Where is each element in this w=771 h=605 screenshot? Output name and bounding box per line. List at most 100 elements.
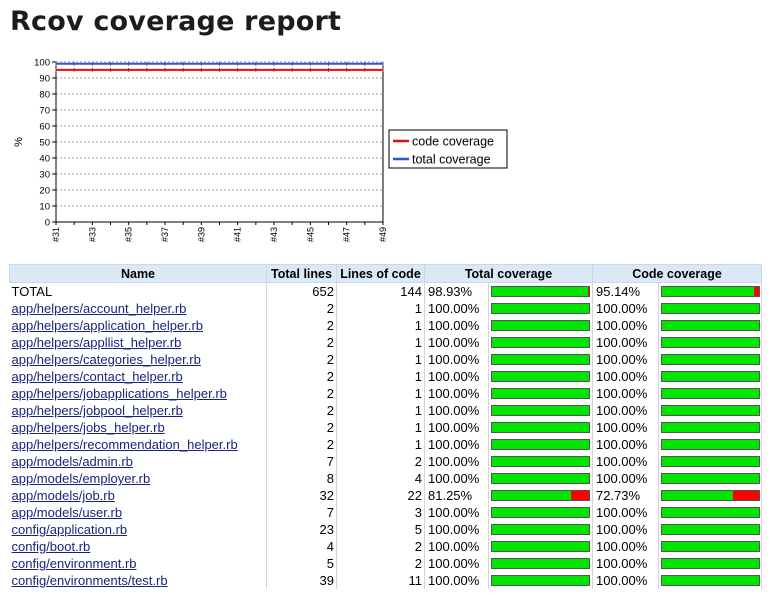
covered-fill xyxy=(662,287,755,296)
total-lines-cell: 8 xyxy=(266,470,337,487)
total-coverage-bar-cell xyxy=(488,402,593,419)
code-coverage-bar xyxy=(661,354,760,365)
code-coverage-bar-cell xyxy=(658,453,762,470)
total-coverage-bar xyxy=(491,473,590,484)
x-tick-label: #45 xyxy=(305,227,315,242)
file-link[interactable]: app/helpers/account_helper.rb xyxy=(11,301,187,316)
code-coverage-percent: 100.00% xyxy=(592,334,659,351)
file-link[interactable]: app/helpers/contact_helper.rb xyxy=(11,369,183,384)
code-coverage-percent: 100.00% xyxy=(592,402,659,419)
header-lines-of-code: Lines of code xyxy=(336,264,425,283)
total-coverage-bar-cell xyxy=(488,504,593,521)
lines-of-code-cell: 1 xyxy=(336,385,425,402)
code-coverage-bar-cell xyxy=(658,504,762,521)
code-coverage-bar-cell xyxy=(658,436,762,453)
covered-fill xyxy=(662,321,759,330)
covered-fill xyxy=(492,508,589,517)
total-coverage-bar-cell xyxy=(488,385,593,402)
file-link[interactable]: app/helpers/jobapplications_helper.rb xyxy=(11,386,227,401)
code-coverage-percent: 100.00% xyxy=(592,368,659,385)
total-lines-cell: 2 xyxy=(266,402,337,419)
file-link[interactable]: app/helpers/application_helper.rb xyxy=(11,318,204,333)
total-coverage-bar xyxy=(491,456,590,467)
file-link[interactable]: app/models/user.rb xyxy=(11,505,123,520)
file-name-cell: config/application.rb xyxy=(9,521,267,538)
file-name-cell: app/helpers/jobapplications_helper.rb xyxy=(9,385,267,402)
total-coverage-bar-cell xyxy=(488,351,593,368)
file-link[interactable]: app/helpers/recommendation_helper.rb xyxy=(11,437,238,452)
code-coverage-percent: 100.00% xyxy=(592,453,659,470)
file-link[interactable]: app/models/admin.rb xyxy=(11,454,133,469)
covered-fill xyxy=(662,474,759,483)
total-coverage-percent: 100.00% xyxy=(424,521,489,538)
code-coverage-bar xyxy=(661,337,760,348)
covered-fill xyxy=(492,304,589,313)
code-coverage-bar-cell xyxy=(658,317,762,334)
table-body: TOTAL 652 144 98.93% 95.14% app/helpers/accou… xyxy=(9,282,762,589)
code-coverage-percent: 100.00% xyxy=(592,504,659,521)
total-lines-cell: 7 xyxy=(266,453,337,470)
file-link[interactable]: app/helpers/categories_helper.rb xyxy=(11,352,201,367)
covered-fill xyxy=(492,287,588,296)
file-link[interactable]: config/environments/test.rb xyxy=(11,573,168,588)
header-code-coverage: Code coverage xyxy=(592,264,762,283)
table-row: app/helpers/application_helper.rb 2 1 100.0… xyxy=(9,317,762,334)
total-coverage-percent: 100.00% xyxy=(424,385,489,402)
total-lines-cell: 4 xyxy=(266,538,337,555)
x-tick-label: #43 xyxy=(269,227,279,242)
code-coverage-bar xyxy=(661,524,760,535)
table-row: app/models/employer.rb 8 4 100.00% 100.00% xyxy=(9,470,762,487)
code-coverage-percent: 100.00% xyxy=(592,317,659,334)
header-name: Name xyxy=(9,264,267,283)
covered-fill xyxy=(662,491,733,500)
code-coverage-percent: 100.00% xyxy=(592,300,659,317)
y-tick-label: 70 xyxy=(39,106,50,117)
y-tick-label: 100 xyxy=(34,58,50,69)
code-coverage-bar-cell xyxy=(658,487,762,504)
file-name-cell: app/models/user.rb xyxy=(9,504,267,521)
file-link[interactable]: app/models/employer.rb xyxy=(11,471,151,486)
total-coverage-percent: 81.25% xyxy=(424,487,489,504)
total-coverage-percent: 100.00% xyxy=(424,504,489,521)
file-link[interactable]: config/environment.rb xyxy=(11,556,137,571)
code-coverage-bar-cell xyxy=(658,419,762,436)
total-coverage-bar xyxy=(491,541,590,552)
table-row: config/environment.rb 5 2 100.00% 100.00% xyxy=(9,555,762,572)
table-row: app/helpers/jobs_helper.rb 2 1 100.00% 100.0… xyxy=(9,419,762,436)
covered-fill xyxy=(492,338,589,347)
total-coverage-percent: 100.00% xyxy=(424,453,489,470)
table-header-row: Name Total lines Lines of code Total cov… xyxy=(9,264,762,283)
code-coverage-bar xyxy=(661,439,760,450)
total-row: TOTAL 652 144 98.93% 95.14% xyxy=(9,282,762,300)
file-link[interactable]: config/application.rb xyxy=(11,522,128,537)
code-coverage-bar xyxy=(661,286,760,297)
covered-fill xyxy=(492,457,589,466)
total-lines-cell: 39 xyxy=(266,572,337,589)
covered-fill xyxy=(662,440,759,449)
table-row: config/environments/test.rb 39 11 100.00% 10… xyxy=(9,572,762,589)
file-name-cell: app/models/admin.rb xyxy=(9,453,267,470)
total-lines-cell: 2 xyxy=(266,317,337,334)
total-coverage-percent: 100.00% xyxy=(424,555,489,572)
file-name-cell: app/models/job.rb xyxy=(9,487,267,504)
lines-of-code-cell: 1 xyxy=(336,317,425,334)
total-coverage-bar xyxy=(491,490,590,501)
total-coverage-bar xyxy=(491,286,590,297)
file-link[interactable]: app/models/job.rb xyxy=(11,488,115,503)
page-title: Rcov coverage report xyxy=(10,6,342,37)
covered-fill xyxy=(662,559,759,568)
total-coverage-percent: 100.00% xyxy=(424,351,489,368)
covered-fill xyxy=(492,559,589,568)
file-link[interactable]: app/helpers/appllist_helper.rb xyxy=(11,335,182,350)
file-name-cell: app/helpers/jobpool_helper.rb xyxy=(9,402,267,419)
file-link[interactable]: config/boot.rb xyxy=(11,539,91,554)
file-link[interactable]: app/helpers/jobs_helper.rb xyxy=(11,420,165,435)
code-coverage-bar-cell xyxy=(658,368,762,385)
total-coverage-percent: 100.00% xyxy=(424,317,489,334)
file-link[interactable]: app/helpers/jobpool_helper.rb xyxy=(11,403,183,418)
code-coverage-bar xyxy=(661,371,760,382)
table-row: app/helpers/appllist_helper.rb 2 1 100.00% 1… xyxy=(9,334,762,351)
code-coverage-bar xyxy=(661,575,760,586)
code-coverage-bar-cell xyxy=(658,282,762,300)
y-tick-label: 20 xyxy=(39,186,50,197)
